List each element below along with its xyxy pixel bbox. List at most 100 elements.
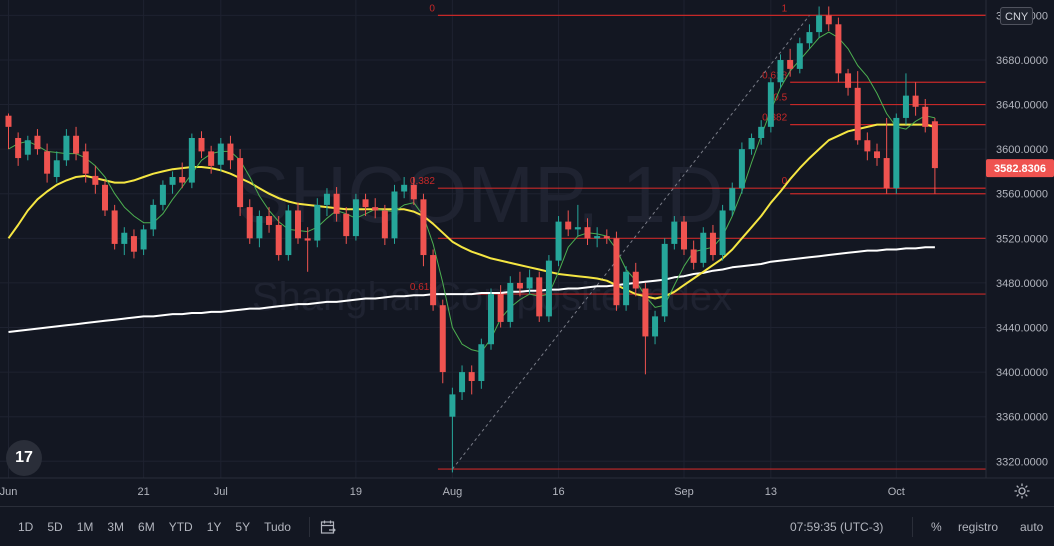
candle-body[interactable]	[92, 175, 99, 185]
log-toggle[interactable]: registro	[958, 519, 999, 534]
candle-body[interactable]	[246, 207, 253, 239]
candle-body[interactable]	[584, 227, 591, 239]
candle-body[interactable]	[912, 95, 919, 107]
candles[interactable]	[5, 6, 938, 473]
candle-body[interactable]	[468, 372, 475, 382]
period-1y[interactable]: 1Y	[206, 519, 222, 534]
candle-body[interactable]	[217, 143, 224, 165]
candle-body[interactable]	[536, 277, 543, 317]
candle-body[interactable]	[796, 43, 803, 69]
candle-body[interactable]	[516, 282, 523, 289]
candle-body[interactable]	[738, 149, 745, 189]
candle-body[interactable]	[44, 151, 51, 174]
candle-body[interactable]	[594, 236, 601, 239]
candle-body[interactable]	[150, 204, 157, 230]
candle-body[interactable]	[130, 236, 137, 252]
candle-body[interactable]	[73, 135, 80, 154]
candle-body[interactable]	[526, 277, 533, 289]
candle-body[interactable]	[825, 15, 832, 25]
candle-body[interactable]	[806, 32, 813, 44]
candle-body[interactable]	[439, 305, 446, 373]
candle-body[interactable]	[5, 115, 12, 127]
fib-trend-line[interactable]	[452, 15, 810, 470]
currency-badge[interactable]: CNY	[1000, 7, 1034, 25]
candle-body[interactable]	[787, 59, 794, 69]
candle-body[interactable]	[671, 221, 678, 244]
candle-body[interactable]	[709, 232, 716, 256]
candle-body[interactable]	[777, 59, 784, 83]
candle-body[interactable]	[902, 95, 909, 118]
candle-body[interactable]	[497, 294, 504, 322]
candle-body[interactable]	[864, 140, 871, 152]
candle-body[interactable]	[410, 184, 417, 200]
candle-body[interactable]	[449, 394, 456, 417]
candle-body[interactable]	[295, 210, 301, 239]
fibonacci-retracements[interactable]: 0 0.382 0.618 1 0.618 0.5 0.382 0	[410, 3, 986, 470]
time-readout[interactable]: 07:59:35 (UTC-3)	[790, 519, 884, 534]
candle-body[interactable]	[227, 143, 234, 161]
percent-toggle[interactable]: %	[931, 519, 942, 534]
candle-body[interactable]	[352, 199, 359, 237]
candle-body[interactable]	[574, 227, 581, 230]
candle-body[interactable]	[488, 294, 494, 345]
candle-body[interactable]	[82, 151, 89, 174]
candle-body[interactable]	[459, 372, 466, 393]
candle-body[interactable]	[15, 138, 22, 159]
candle-body[interactable]	[816, 15, 823, 33]
price-chart[interactable]: SHCOMP, 1D Shanghai Composite Index 0 0.3…	[0, 0, 1054, 506]
candle-body[interactable]	[922, 106, 929, 127]
candle-body[interactable]	[102, 184, 108, 211]
candle-body[interactable]	[430, 255, 437, 306]
candle-body[interactable]	[314, 204, 321, 241]
candle-body[interactable]	[748, 138, 755, 150]
calendar-range-icon[interactable]	[320, 519, 336, 535]
candle-body[interactable]	[729, 188, 736, 211]
candle-body[interactable]	[632, 271, 639, 289]
period-5d[interactable]: 5D	[47, 519, 63, 534]
candle-body[interactable]	[63, 135, 70, 161]
candle-body[interactable]	[719, 210, 726, 256]
candle-body[interactable]	[304, 238, 311, 241]
candle-body[interactable]	[420, 199, 427, 256]
candle-body[interactable]	[613, 238, 620, 306]
candle-body[interactable]	[767, 82, 774, 127]
candle-body[interactable]	[140, 229, 147, 250]
candle-body[interactable]	[391, 191, 398, 239]
period-5y[interactable]: 5Y	[235, 519, 251, 534]
candle-body[interactable]	[24, 140, 31, 155]
candle-body[interactable]	[874, 151, 880, 159]
candle-body[interactable]	[343, 213, 350, 237]
candle-body[interactable]	[323, 193, 330, 205]
candle-body[interactable]	[507, 282, 514, 322]
period-ytd[interactable]: YTD	[168, 519, 193, 534]
period-1m[interactable]: 1M	[76, 519, 94, 534]
period-6m[interactable]: 6M	[138, 519, 155, 534]
candle-body[interactable]	[681, 221, 687, 250]
candle-body[interactable]	[652, 316, 659, 337]
candle-body[interactable]	[555, 221, 562, 261]
candle-body[interactable]	[266, 216, 273, 225]
candle-body[interactable]	[603, 236, 610, 239]
period-all[interactable]: Tudo	[264, 519, 291, 534]
candle-body[interactable]	[372, 207, 379, 211]
period-1d[interactable]: 1D	[18, 519, 34, 534]
candle-body[interactable]	[285, 210, 292, 256]
candle-body[interactable]	[835, 24, 842, 74]
candle-body[interactable]	[845, 73, 852, 88]
auto-toggle[interactable]: auto	[1020, 519, 1044, 534]
price-axis[interactable]: 3320.0000 3360.0000 3400.0000 3440.0000 3480…	[985, 0, 1054, 478]
candle-body[interactable]	[188, 138, 195, 183]
candle-body[interactable]	[381, 210, 388, 239]
candle-body[interactable]	[111, 210, 118, 244]
candle-body[interactable]	[53, 160, 60, 178]
candle-body[interactable]	[401, 184, 408, 192]
candle-body[interactable]	[565, 221, 572, 230]
candle-body[interactable]	[333, 193, 340, 214]
candle-body[interactable]	[34, 135, 41, 150]
gear-icon[interactable]	[1013, 482, 1031, 500]
candle-body[interactable]	[159, 184, 166, 205]
candle-body[interactable]	[478, 344, 485, 382]
candle-body[interactable]	[198, 138, 205, 152]
candle-body[interactable]	[623, 271, 630, 306]
candle-body[interactable]	[208, 151, 215, 166]
